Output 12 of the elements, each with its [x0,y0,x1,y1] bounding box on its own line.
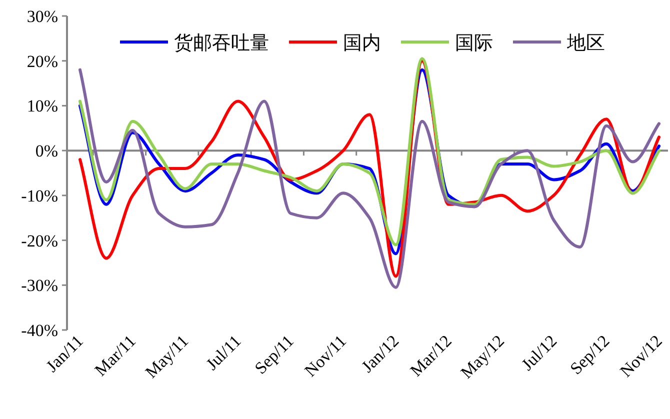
legend-label: 国内 [343,33,381,54]
y-tick-label: -40% [21,321,58,340]
legend-label: 国际 [455,33,493,54]
y-tick-label: 10% [26,96,58,116]
legend-label: 地区 [566,33,605,54]
y-tick-label: 30% [26,7,58,26]
y-tick-label: 0% [35,142,58,161]
y-tick-label: -30% [21,276,58,296]
y-tick-label: -10% [21,186,58,206]
legend-label: 货邮吞吐量 [174,33,269,54]
y-tick-label: 20% [26,52,58,71]
y-tick-label: -20% [21,231,58,250]
